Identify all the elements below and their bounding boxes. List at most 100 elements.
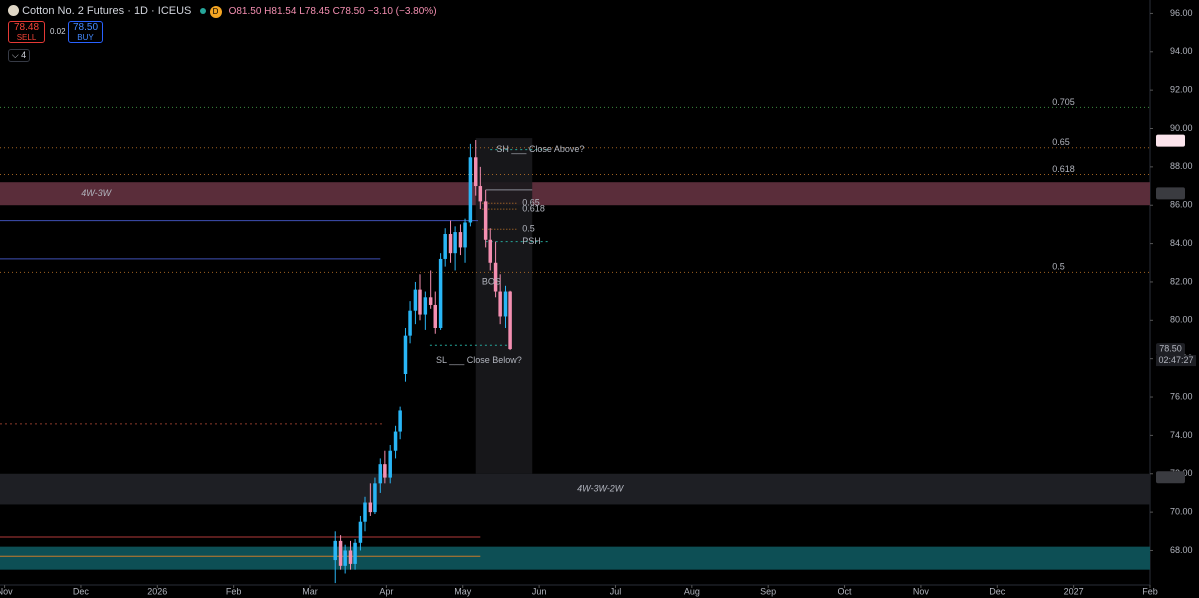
candle-body [343,550,347,566]
candle-body [398,410,402,432]
y-tick-label: 68.00 [1170,545,1193,555]
candle-body [333,540,337,561]
y-tick-label: 88.00 [1170,161,1193,171]
x-tick-label: 2026 [147,586,167,596]
x-tick-label: 2027 [1064,586,1084,596]
candle-body [378,464,383,484]
sell-label: SELL [16,33,37,42]
candle-body [338,540,343,566]
x-tick-label: Nov [913,586,930,596]
candle-body [353,542,357,564]
y-tick-label: 76.00 [1170,391,1193,401]
x-tick-label: Dec [73,586,90,596]
fib-label: 0.5 [522,224,535,234]
buy-button[interactable]: 78.50 BUY [68,21,103,43]
x-tick-label: Jun [532,586,547,596]
candle-body [388,450,392,478]
sell-button[interactable]: 78.48 SELL [8,21,45,43]
candle-body [403,335,408,375]
candle-body [413,289,418,311]
fib-label: 0.65 [522,198,540,208]
price-badge [1156,134,1185,147]
candle-body [408,310,412,336]
y-tick-label: 70.00 [1170,506,1193,516]
spread: 0.02 [50,27,66,36]
candle-body [458,232,463,248]
y-tick-label: 82.00 [1170,276,1193,286]
price-badge [1156,187,1185,200]
zone-label: 4W-3W [81,188,112,198]
fib-label: 0.65 [1052,137,1070,147]
x-tick-label: Aug [684,586,700,596]
x-tick-label: May [454,586,472,596]
candle-body [468,157,473,223]
annotation: SL ___ Close Below? [436,355,522,365]
x-tick-label: Mar [302,586,318,596]
candle-body [348,550,353,564]
indicator-toggle[interactable]: ⌵ 4 [8,49,30,62]
x-tick-label: Feb [226,586,242,596]
fib-label: 0.618 [1052,164,1075,174]
candle-body [448,234,453,254]
x-tick-label: Feb [1142,586,1158,596]
y-tick-label: 80.00 [1170,315,1193,325]
x-tick-label: Apr [379,586,393,596]
buy-label: BUY [77,33,94,42]
candle-body [508,291,512,350]
countdown-badge [1156,355,1196,367]
x-tick-label: Dec [989,586,1006,596]
candle-body [498,291,502,317]
candle-body [483,201,488,240]
x-tick-label: Nov [0,586,13,596]
candle-body [428,297,433,305]
price-badge [1156,471,1185,484]
candle-body [453,232,457,254]
annotation: SH ___ Close Above? [496,144,584,154]
candle-body [493,262,498,292]
zone [0,473,1150,505]
status-dot [200,8,207,14]
price-badge-label: 78.50 [1159,343,1182,353]
y-tick-label: 96.00 [1170,8,1193,18]
fib-label: 0.618 [522,203,545,213]
candle-body [488,239,492,263]
y-tick-label: 94.00 [1170,46,1193,56]
candle-body [373,483,377,513]
fib-label: 0.705 [1052,97,1075,107]
zone-label: 4W-3W-2W [577,483,625,493]
header: Cotton No. 2 Futures · 1D · ICEUS D O81.… [8,5,437,18]
y-tick-label: 84.00 [1170,238,1193,248]
sell-price: 78.48 [13,22,40,33]
candle-body [463,222,467,248]
candle-body [363,502,367,522]
fib-label: 0.5 [1052,262,1065,272]
countdown: 02:47:27 [1158,355,1193,365]
price-badge [1156,343,1185,356]
symbol-title[interactable]: Cotton No. 2 Futures · 1D · ICEUS [22,5,192,17]
candle-body [383,464,387,478]
candle-body [478,186,483,202]
y-tick-label: 92.00 [1170,85,1193,95]
symbol-icon [8,5,19,16]
zone [0,546,1150,570]
candle-body [473,157,478,187]
candle-body [433,304,438,328]
interval-badge: D [209,6,222,18]
x-tick-label: Jul [610,586,622,596]
candle-body [393,431,398,451]
x-tick-label: Sep [760,586,776,596]
y-tick-label: 90.00 [1170,123,1193,133]
candle-body [358,521,363,543]
y-tick-label: 86.00 [1170,200,1193,210]
candle-body [438,258,443,328]
zone [0,182,1150,206]
candle-body [443,234,447,259]
annotation: BOS [482,276,501,286]
x-tick-label: Oct [838,586,853,596]
candle-body [503,291,508,317]
candle-body [418,289,422,315]
candle-body [368,502,373,513]
